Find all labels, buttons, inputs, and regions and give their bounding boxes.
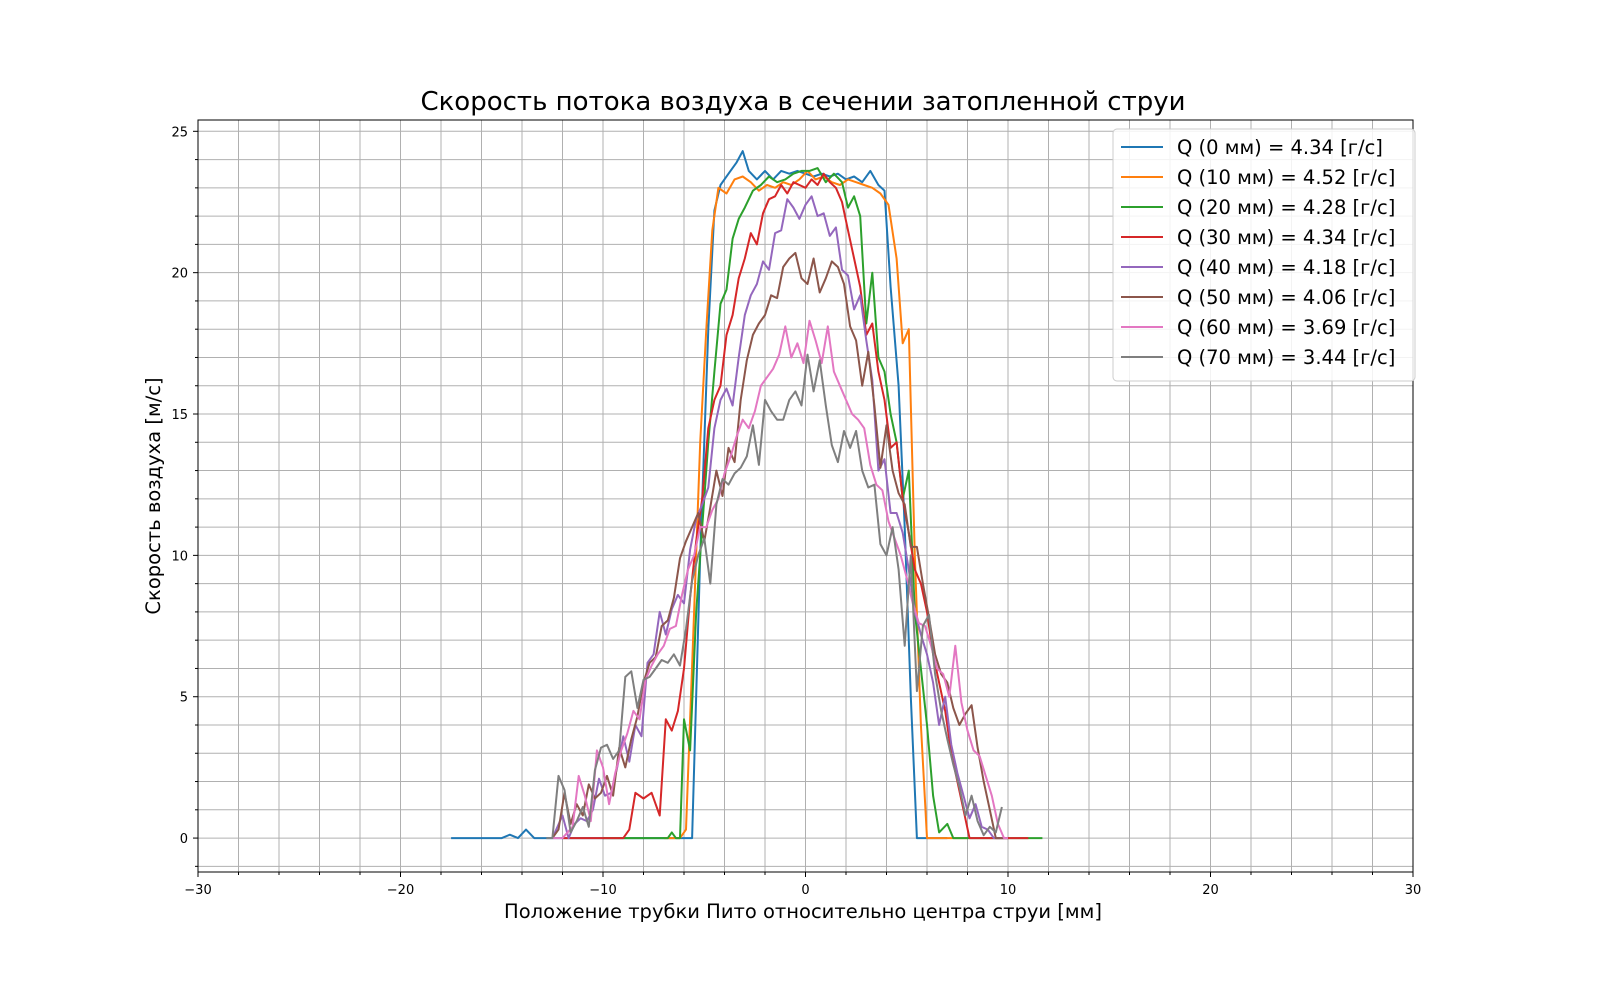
legend-entry: Q (40 мм) = 4.18 [г/с] — [1177, 256, 1395, 279]
legend-entry: Q (60 мм) = 3.69 [г/с] — [1177, 316, 1395, 339]
y-tick-label: 10 — [171, 549, 188, 564]
series-line-5 — [551, 251, 1008, 840]
x-axis-label: Положение трубки Пито относительно центр… — [504, 900, 1102, 923]
x-tick-label: −10 — [589, 883, 616, 898]
legend-entry: Q (50 мм) = 4.06 [г/с] — [1177, 286, 1395, 309]
legend-entry: Q (70 мм) = 3.44 [г/с] — [1177, 346, 1395, 369]
legend: Q (0 мм) = 4.34 [г/с] Q (10 мм) = 4.52 [г… — [1112, 128, 1416, 382]
x-tick-label: −30 — [184, 883, 211, 898]
y-tick-label: 15 — [171, 408, 188, 423]
y-tick-label: 25 — [171, 125, 188, 140]
legend-entry: Q (30 мм) = 4.34 [г/с] — [1177, 226, 1395, 249]
series-line-6 — [552, 319, 1008, 840]
x-tick-label: 20 — [1202, 883, 1219, 898]
plot-lines — [451, 150, 1043, 840]
x-tick-label: 30 — [1405, 883, 1422, 898]
series-line-4 — [551, 195, 1008, 840]
series-line-3 — [562, 172, 1029, 840]
x-tick-label: 0 — [801, 883, 809, 898]
legend-entry: Q (0 мм) = 4.34 [г/с] — [1177, 136, 1383, 159]
series-line-7 — [546, 353, 1003, 840]
y-axis-label: Скорость воздуха [м/с] — [142, 377, 165, 614]
y-tick-label: 0 — [180, 832, 188, 847]
x-tick-label: −20 — [387, 883, 414, 898]
legend-box — [1112, 128, 1416, 382]
legend-entry: Q (20 мм) = 4.28 [г/с] — [1177, 196, 1395, 219]
axis-ticks: −30 −20 −10 0 10 20 30 0 5 10 15 20 25 — [171, 125, 1421, 898]
y-tick-label: 5 — [180, 691, 188, 706]
legend-entry: Q (10 мм) = 4.52 [г/с] — [1177, 166, 1395, 189]
y-tick-label: 20 — [171, 267, 188, 282]
chart-title: Скорость потока воздуха в сечении затопл… — [420, 87, 1185, 117]
x-tick-label: 10 — [1000, 883, 1017, 898]
